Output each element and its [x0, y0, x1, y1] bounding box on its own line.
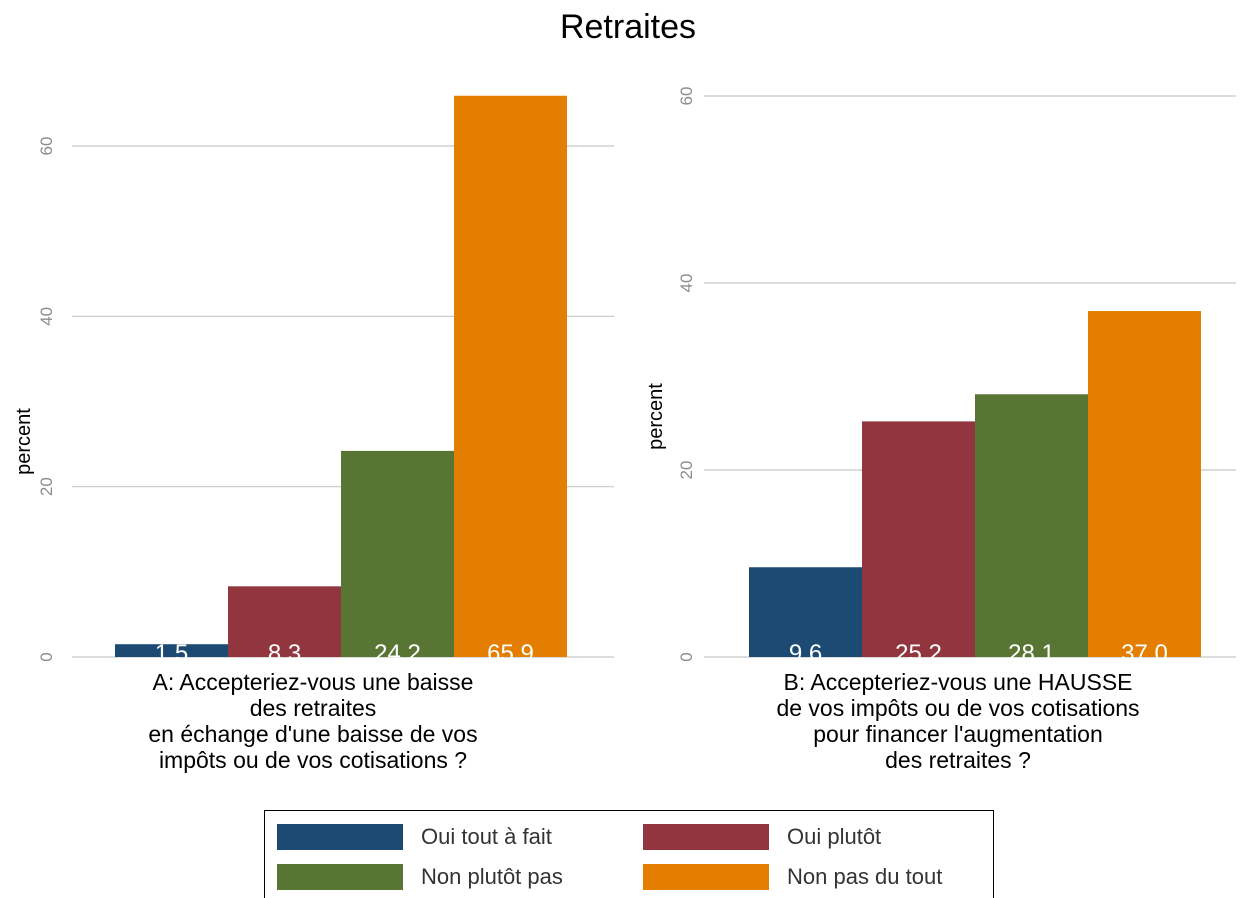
bar-non-plut-t-pas — [975, 394, 1088, 657]
legend-item-non-plutot-pas: Non plutôt pas — [277, 863, 563, 891]
legend-item-non-pas-du-tout: Non pas du tout — [643, 863, 942, 891]
y-axis-label: percent — [645, 383, 667, 450]
bar-value-label: 1.5 — [155, 640, 188, 667]
legend-item-oui-tout-a-fait: Oui tout à fait — [277, 823, 552, 851]
y-tick-label: 40 — [677, 274, 696, 293]
bar-oui-tout-fait — [749, 567, 862, 657]
chart-title: Retraites — [560, 8, 696, 46]
bar-non-pas-du-tout — [1088, 311, 1201, 657]
x-axis-caption-line: de vos impôts ou de vos cotisations — [776, 695, 1139, 721]
bar-oui-plut-t — [862, 421, 975, 657]
legend: Oui tout à fait Oui plutôt Non plutôt pa… — [264, 810, 994, 898]
x-axis-caption-line: A: Accepteriez-vous une baisse — [153, 669, 474, 695]
legend-item-oui-plutot: Oui plutôt — [643, 823, 881, 851]
chart-panel-a: 0 20 40 60 percent 1.5 8.3 24.2 65.9 A: Accepteri… — [13, 95, 614, 773]
bar-value-label: 9.6 — [789, 640, 822, 667]
legend-swatch — [643, 864, 769, 890]
y-tick-label: 60 — [37, 137, 56, 156]
bar-oui-plut-t — [228, 586, 341, 657]
bar-value-label: 8.3 — [268, 640, 301, 667]
bar-non-plut-t-pas — [341, 450, 454, 657]
x-axis-caption-line: en échange d'une baisse de vos — [148, 721, 477, 747]
chart-panel-b: 0 20 40 60 percent 9.6 25.2 28.1 37.0B: Accepter… — [645, 87, 1236, 773]
legend-swatch — [277, 864, 403, 890]
x-axis-caption-line: pour financer l'augmentation — [813, 721, 1103, 747]
legend-label: Oui tout à fait — [421, 824, 552, 849]
legend-swatch — [277, 824, 403, 850]
legend-label: Non pas du tout — [787, 864, 943, 889]
x-axis-caption-line: des retraites ? — [885, 747, 1031, 773]
bar-oui-tout-fait — [115, 644, 228, 657]
bar-value-label: 24.2 — [374, 640, 421, 667]
bar-value-label: 37.0 — [1121, 640, 1168, 667]
x-axis-caption-line: B: Accepteriez-vous une HAUSSE — [784, 669, 1133, 695]
legend-label: Oui plutôt — [787, 824, 882, 849]
bar-value-label: 25.2 — [895, 640, 942, 667]
y-tick-label: 20 — [37, 477, 56, 496]
y-tick-label: 0 — [37, 652, 56, 661]
bar-non-pas-du-tout — [454, 95, 567, 658]
y-tick-label: 60 — [677, 87, 696, 106]
legend-label: Non plutôt pas — [421, 864, 563, 889]
bar-value-label: 65.9 — [487, 640, 534, 667]
bar-value-label: 28.1 — [1008, 640, 1055, 667]
x-axis-caption-line: des retraites — [250, 695, 377, 721]
y-tick-label: 0 — [677, 652, 696, 661]
y-tick-label: 40 — [37, 307, 56, 326]
y-tick-label: 20 — [677, 461, 696, 480]
x-axis-caption-line: impôts ou de vos cotisations ? — [159, 747, 467, 773]
legend-swatch — [643, 824, 769, 850]
y-axis-label: percent — [13, 408, 35, 475]
